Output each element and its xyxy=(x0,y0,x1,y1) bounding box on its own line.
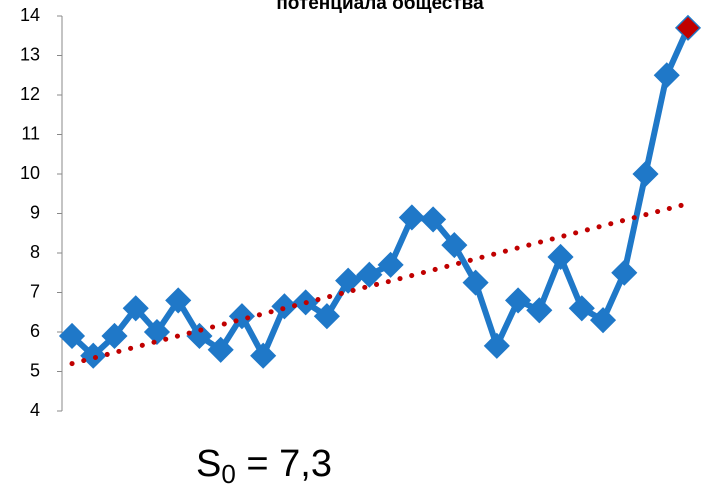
annotation-sub: 0 xyxy=(221,459,235,489)
marker xyxy=(80,342,107,369)
marker xyxy=(653,62,680,89)
y-tick-label: 5 xyxy=(30,360,40,380)
marker xyxy=(611,259,638,286)
marker xyxy=(313,303,340,330)
marker xyxy=(143,318,171,346)
marker xyxy=(165,287,192,314)
marker xyxy=(377,251,404,278)
marker xyxy=(547,243,574,271)
trend-line xyxy=(69,201,691,367)
marker xyxy=(526,297,553,324)
marker xyxy=(420,206,447,233)
y-tick-label: 7 xyxy=(30,281,40,301)
marker xyxy=(505,287,532,314)
marker xyxy=(122,295,149,322)
marker xyxy=(483,332,510,359)
marker xyxy=(441,232,468,259)
series-line xyxy=(69,24,691,359)
marker xyxy=(568,295,595,322)
marker xyxy=(335,267,362,294)
y-tick-label: 9 xyxy=(30,202,40,222)
y-tick-label: 10 xyxy=(20,163,40,183)
y-tick-label: 12 xyxy=(20,84,40,104)
y-tick-label: 13 xyxy=(20,44,40,64)
chart-title: потенциала общества xyxy=(276,0,484,14)
marker xyxy=(356,261,383,288)
marker xyxy=(186,322,213,350)
annotation-rest: = 7,3 xyxy=(236,443,332,485)
marker xyxy=(101,322,128,350)
annotation-base: S xyxy=(196,443,221,485)
y-tick-label: 6 xyxy=(30,321,40,341)
marker xyxy=(589,307,617,334)
y-tick-label: 4 xyxy=(30,400,40,420)
marker xyxy=(462,269,489,296)
y-tick-label: 14 xyxy=(20,5,40,25)
marker xyxy=(250,342,277,369)
y-tick-label: 11 xyxy=(21,123,40,143)
marker xyxy=(632,160,659,188)
y-tick-label: 8 xyxy=(30,242,40,262)
marker xyxy=(207,336,234,363)
marker xyxy=(228,303,255,330)
marker xyxy=(271,293,298,320)
annotation: S0 = 7,3 xyxy=(196,443,332,489)
marker xyxy=(398,204,425,231)
marker xyxy=(58,322,86,350)
marker xyxy=(674,14,702,41)
